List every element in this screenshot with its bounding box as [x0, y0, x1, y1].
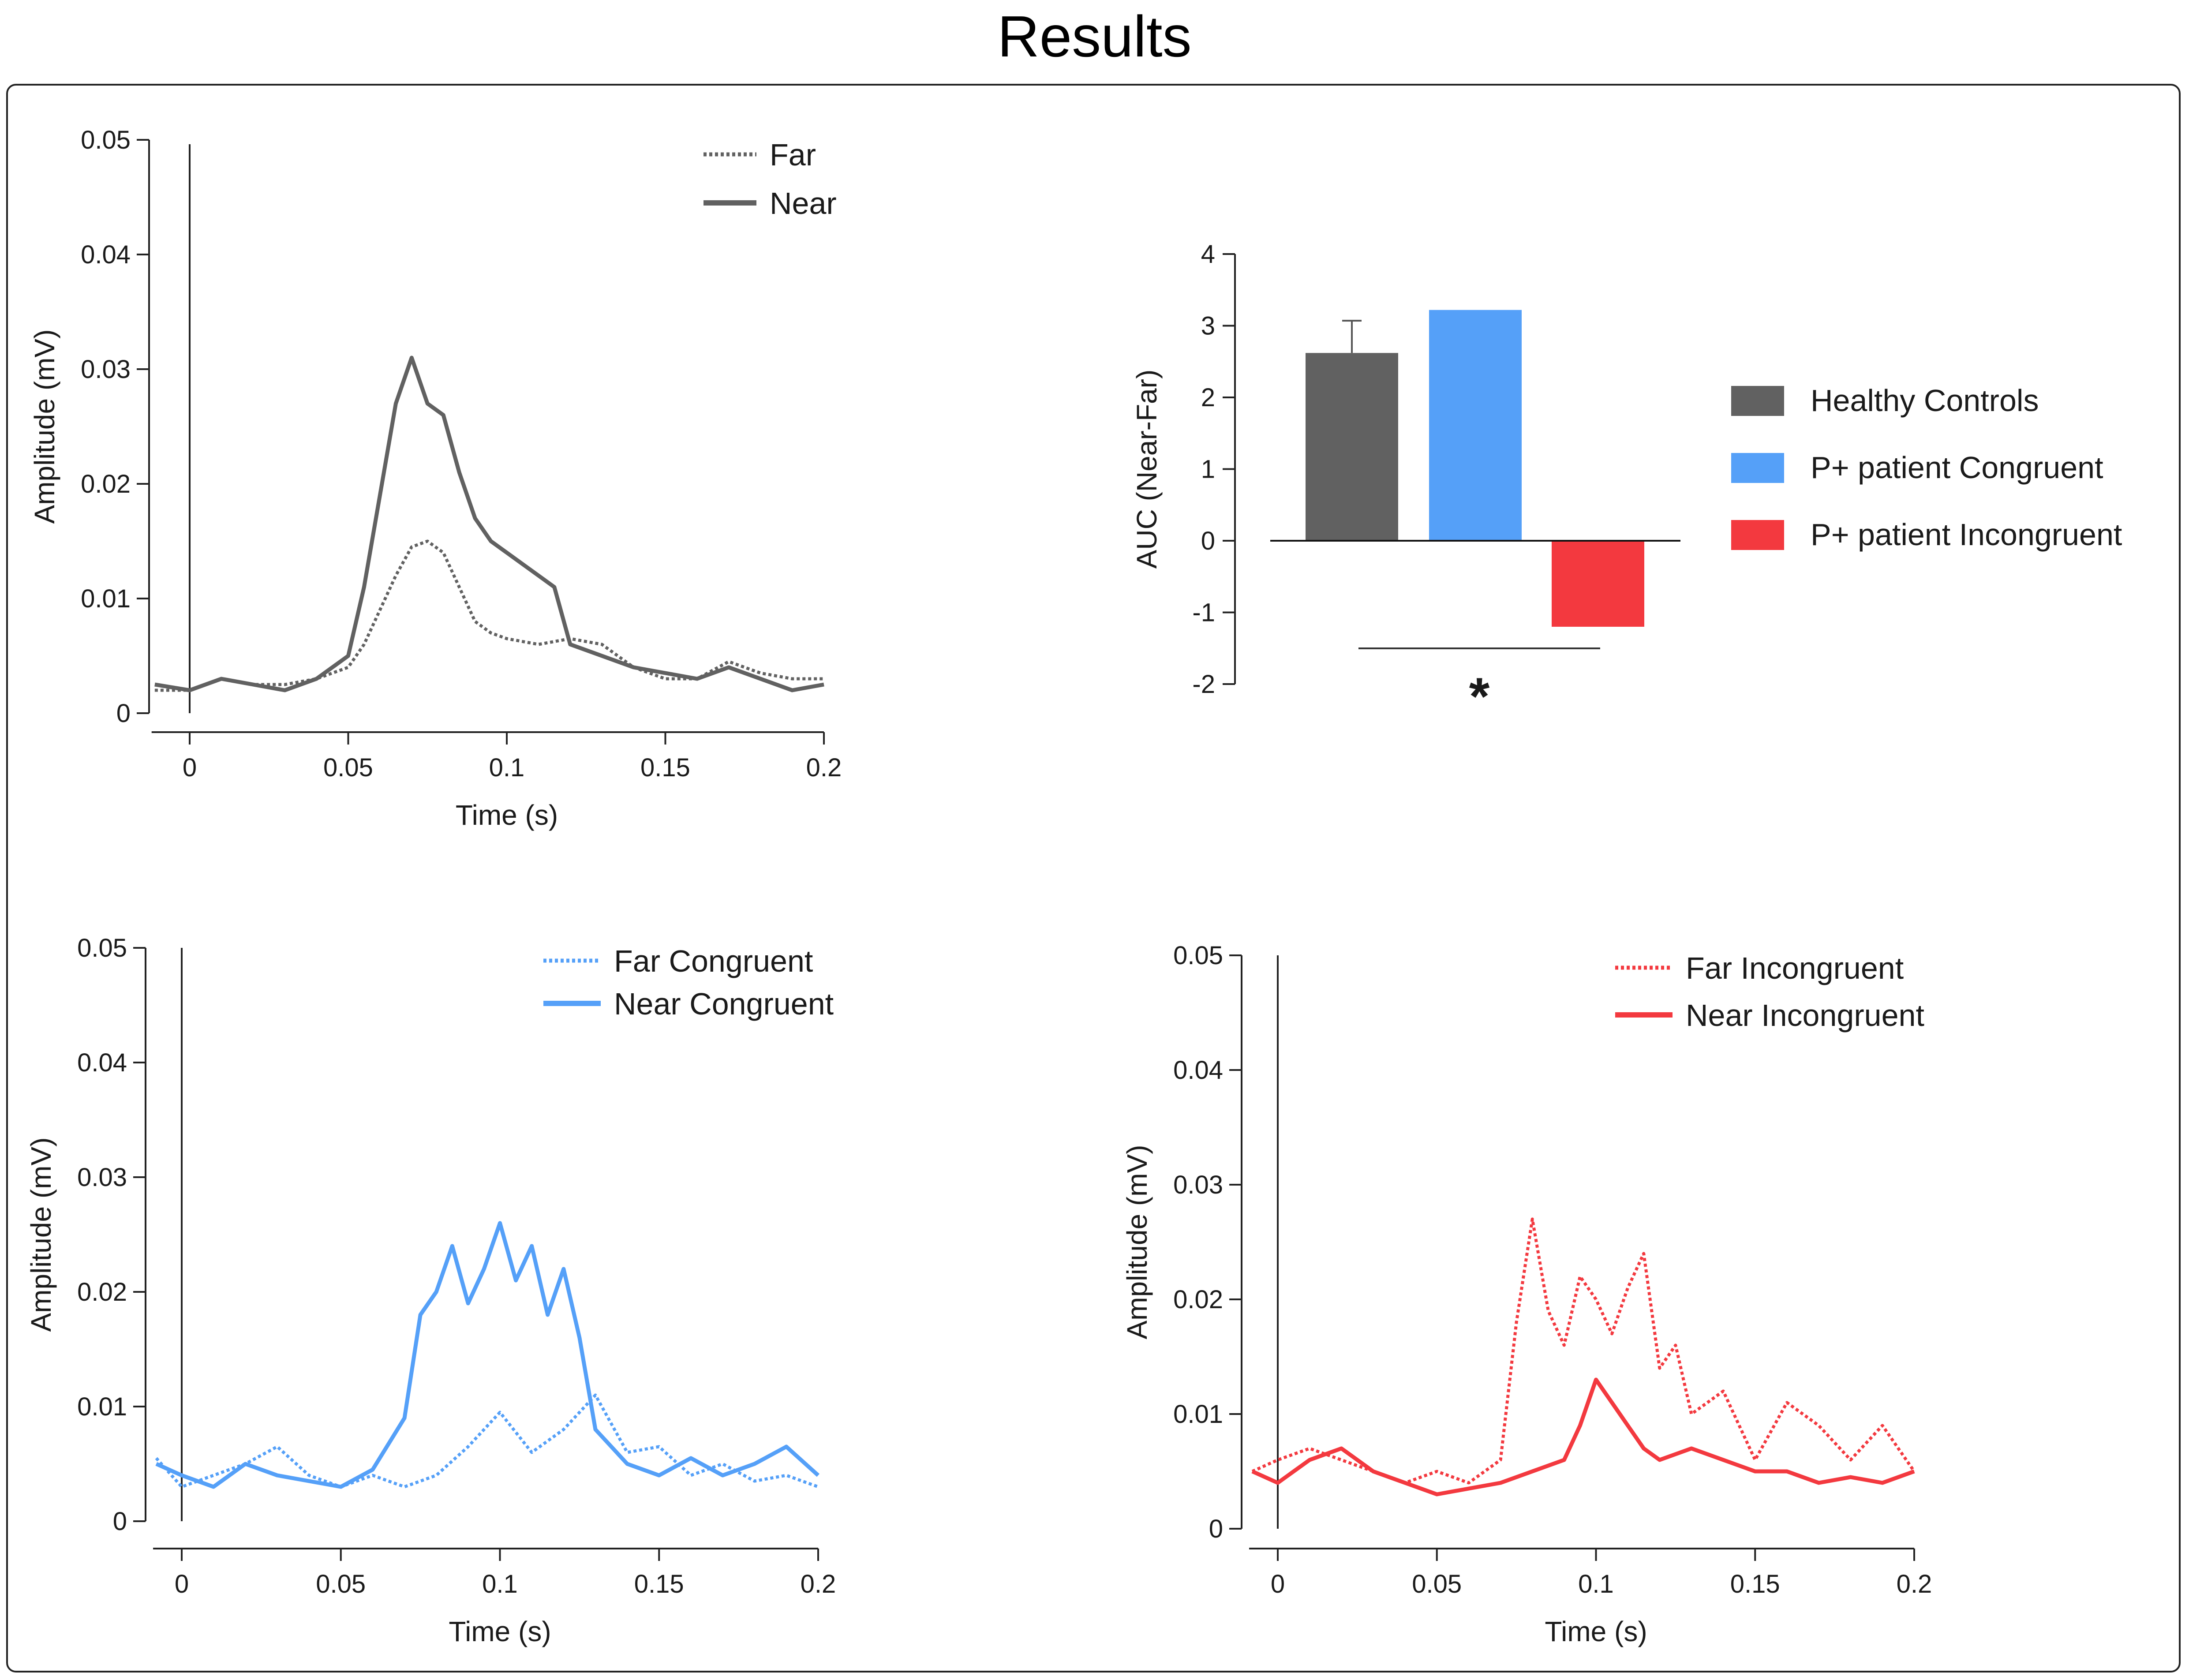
chart-congruent: 0 0.01 0.02 0.03 0.04 0.05 0 0.05 0.1 0.15 0.2 Time… [25, 934, 836, 1647]
y-tick-label: 0.03 [77, 1163, 127, 1192]
y-tick-label: 0.05 [1173, 941, 1223, 970]
x-tick-label: 0.15 [634, 1570, 684, 1598]
y-tick-label: 1 [1201, 455, 1215, 484]
legend-label: Near Incongruent [1686, 998, 1924, 1033]
series-line-far [154, 539, 824, 692]
x-tick-label: 0.15 [640, 753, 690, 782]
x-axis-title: Time (s) [1545, 1616, 1647, 1647]
series-line-far-incongruent [1251, 1217, 1916, 1485]
y-tick-label: 0 [1201, 527, 1215, 555]
y-tick-label: 0.02 [77, 1278, 127, 1306]
chart-auc: -2 -1 0 1 2 3 4 AUC (Near-Far) Healthy Controls P… [1131, 240, 2122, 726]
bar-healthy-controls [1306, 353, 1398, 541]
legend-label: Healthy Controls [1811, 383, 2039, 418]
y-tick-label: 0.02 [81, 470, 131, 498]
legend-swatch [1731, 453, 1784, 483]
y-tick-label: 0.02 [1173, 1285, 1223, 1314]
bar-p-patient-congruent [1429, 310, 1522, 541]
x-axis-title: Time (s) [449, 1616, 551, 1647]
x-tick-label: 0.15 [1730, 1570, 1780, 1598]
y-tick-label: 0.03 [81, 355, 131, 384]
y-axis-title: AUC (Near-Far) [1131, 370, 1163, 569]
series-line-far-congruent [155, 1393, 819, 1489]
y-tick-label: 3 [1201, 312, 1215, 340]
panel-frame [6, 84, 2181, 1673]
y-tick-label: 0 [113, 1507, 127, 1536]
x-tick-label: 0.1 [489, 753, 525, 782]
series-line-near-incongruent [1251, 1377, 1915, 1497]
legend-swatch [1731, 520, 1784, 550]
x-tick-label: 0 [183, 753, 197, 782]
y-tick-label: 0.05 [81, 126, 131, 154]
x-tick-label: 0.2 [801, 1570, 836, 1598]
y-tick-label: -1 [1192, 599, 1215, 627]
x-tick-label: 0.1 [1578, 1570, 1614, 1598]
y-tick-label: 0.03 [1173, 1171, 1223, 1199]
bar-p-patient-incongruent [1552, 541, 1644, 627]
x-tick-label: 0 [175, 1570, 189, 1598]
x-tick-label: 0.05 [316, 1570, 366, 1598]
legend-label: Far Incongruent [1686, 951, 1904, 985]
y-tick-label: 0.04 [77, 1048, 127, 1077]
legend-label: Far Congruent [614, 944, 813, 978]
legend-label: P+ patient Incongruent [1811, 517, 2122, 552]
y-axis-title: Amplitude (mV) [1121, 1145, 1153, 1340]
y-tick-label: 4 [1201, 240, 1215, 269]
y-tick-label: 0 [116, 699, 131, 728]
chart-healthy: 0 0.01 0.02 0.03 0.04 0.05 0 0.05 0.1 0.15 0.2 Time… [29, 126, 842, 831]
x-tick-label: 0.2 [806, 753, 842, 782]
x-axis-title: Time (s) [456, 799, 558, 831]
y-tick-label: 0.01 [77, 1392, 127, 1421]
y-tick-label: 0.04 [81, 240, 131, 269]
legend-label: P+ patient Congruent [1811, 450, 2103, 485]
y-tick-label: 0 [1209, 1515, 1223, 1543]
significance-marker: * [1469, 667, 1490, 726]
page-title: Results [997, 4, 1192, 69]
y-axis-title: Amplitude (mV) [25, 1137, 57, 1332]
y-tick-label: 0.01 [81, 584, 131, 613]
x-tick-label: 0.05 [323, 753, 373, 782]
y-tick-label: -2 [1192, 670, 1215, 699]
y-tick-label: 0.04 [1173, 1056, 1223, 1085]
series-line-near [154, 355, 824, 692]
y-axis-title: Amplitude (mV) [29, 329, 60, 524]
legend-label: Near Congruent [614, 987, 834, 1021]
y-tick-label: 2 [1201, 383, 1215, 412]
y-tick-label: 0.05 [77, 934, 127, 962]
legend-swatch [1731, 386, 1784, 416]
x-tick-label: 0.1 [482, 1570, 518, 1598]
x-tick-label: 0 [1271, 1570, 1285, 1598]
legend-label: Near [770, 186, 837, 221]
series-line-near-congruent [155, 1221, 820, 1489]
legend-label: Far [770, 138, 816, 172]
x-tick-label: 0.2 [1897, 1570, 1932, 1598]
x-tick-label: 0.05 [1412, 1570, 1462, 1598]
y-tick-label: 0.01 [1173, 1400, 1223, 1429]
chart-incongruent: 0 0.01 0.02 0.03 0.04 0.05 0 0.05 0.1 0.15 0.2 Time… [1121, 941, 1932, 1647]
